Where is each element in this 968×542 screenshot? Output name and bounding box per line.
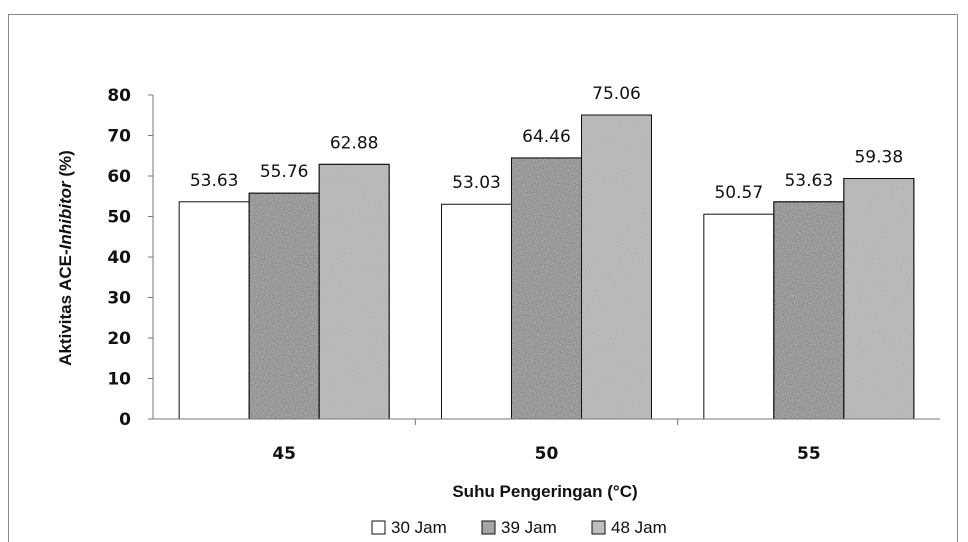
y-tick-label: 70 [107, 127, 131, 147]
legend-swatch-outline [591, 520, 606, 535]
data-label: 64.46 [522, 127, 571, 147]
data-label: 53.03 [452, 173, 501, 193]
legend-item-39-jam: 39 Jam [481, 518, 557, 537]
data-label: 75.06 [592, 84, 641, 104]
y-tick-label: 10 [107, 370, 131, 390]
data-label: 55.76 [260, 162, 309, 182]
x-axis-title: Suhu Pengeringan (°C) [452, 482, 637, 501]
y-tick-label: 20 [107, 329, 131, 349]
data-label: 62.88 [330, 133, 379, 153]
legend-swatch-texture [482, 521, 495, 534]
x-tick-label: 45 [272, 444, 296, 464]
bar-texture [843, 178, 914, 419]
y-axis-title-prefix: Aktivitas ACE- [56, 249, 75, 366]
legend: 30 Jam 39 Jam 48 Jam [371, 518, 667, 537]
y-tick-label: 50 [107, 208, 131, 228]
bar-30-jam-45 [178, 201, 250, 420]
y-axis-title-italic: Inhibitor [56, 180, 75, 249]
x-tick-label: 55 [797, 444, 821, 464]
legend-label: 30 Jam [391, 518, 447, 537]
legend-item-30-jam: 30 Jam [371, 518, 447, 537]
legend-swatch [371, 520, 386, 535]
y-tick-label: 40 [107, 248, 131, 268]
bar-texture [319, 164, 390, 419]
y-tick-label: 60 [107, 167, 131, 187]
y-tick-label: 0 [119, 410, 131, 430]
bars-group [178, 114, 915, 420]
y-axis: 0 10 20 30 40 50 60 70 80 [107, 86, 154, 430]
bar-30-jam-55 [703, 213, 775, 420]
y-axis-title: Aktivitas ACE-Inhibitor (%) [56, 150, 75, 366]
bar-texture [511, 157, 582, 419]
x-tick-label: 50 [535, 444, 559, 464]
x-axis: 45 50 55 [153, 418, 940, 464]
legend-swatch-outline [481, 520, 496, 535]
y-tick-label: 30 [107, 289, 131, 309]
data-label: 59.38 [854, 148, 903, 168]
legend-swatch-texture [592, 521, 605, 534]
bar-texture [773, 201, 844, 419]
legend-label: 48 Jam [611, 518, 667, 537]
legend-label: 39 Jam [501, 518, 557, 537]
legend-item-48-jam: 48 Jam [591, 518, 667, 537]
bar-texture [581, 115, 652, 419]
data-label: 53.63 [784, 171, 833, 191]
data-label: 53.63 [190, 171, 239, 191]
bar-texture [249, 193, 320, 419]
y-tick-label: 80 [107, 86, 131, 106]
data-labels-group: 53.63 55.76 62.88 53.03 64.46 75.06 50.57 53.63… [190, 84, 903, 203]
data-label: 50.57 [714, 183, 763, 203]
bar-30-jam-50 [441, 203, 512, 420]
y-axis-title-suffix: (%) [56, 150, 75, 181]
